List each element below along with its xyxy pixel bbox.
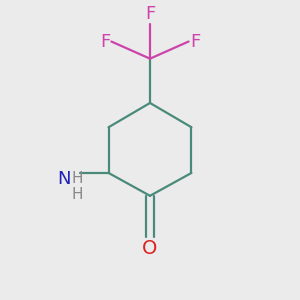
- Text: O: O: [142, 239, 158, 258]
- Text: F: F: [100, 32, 110, 50]
- Text: H: H: [71, 187, 83, 202]
- Text: F: F: [190, 32, 200, 50]
- Text: N: N: [58, 170, 71, 188]
- Text: F: F: [145, 5, 155, 23]
- Text: H: H: [71, 171, 83, 186]
